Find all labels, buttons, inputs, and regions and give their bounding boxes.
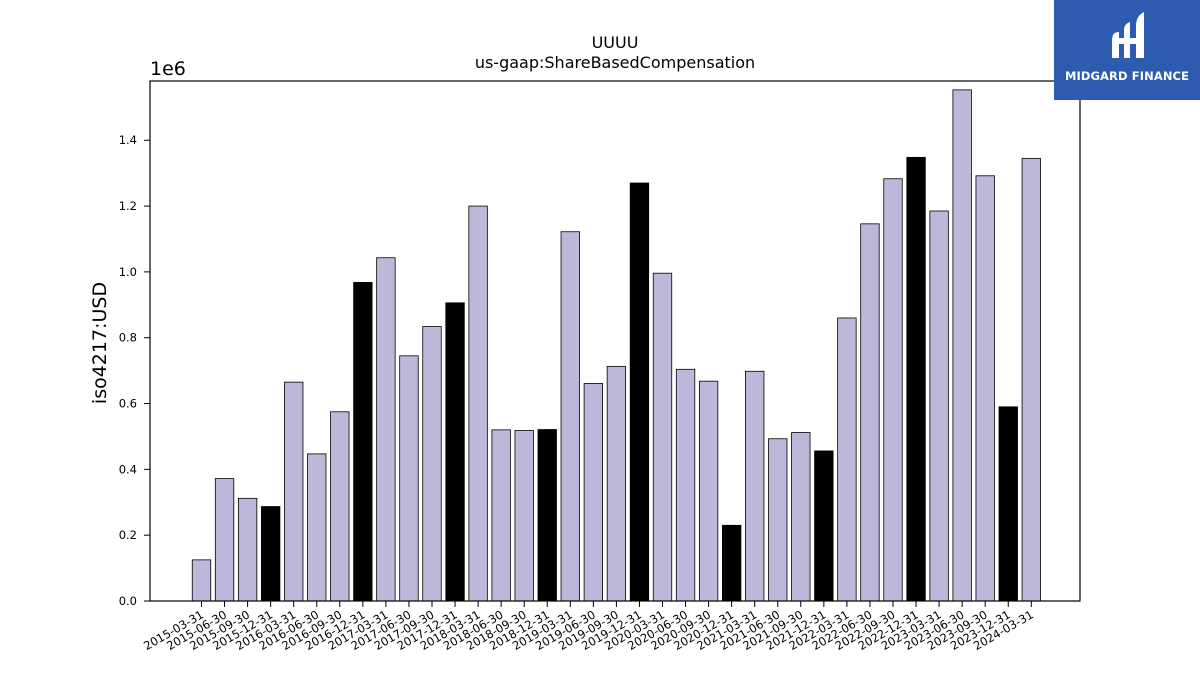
y-tick-label: 1.4 bbox=[119, 133, 137, 147]
bar-2023-09-30 bbox=[975, 175, 995, 602]
bar-2017-03-31 bbox=[376, 257, 396, 602]
y-offset-label: 1e6 bbox=[150, 58, 186, 80]
bar-2022-03-31 bbox=[837, 317, 857, 602]
bar-2015-09-30 bbox=[237, 497, 258, 602]
bar-2022-12-31 bbox=[906, 156, 926, 602]
plot-frame bbox=[149, 80, 1081, 602]
logo-mark-icon bbox=[1112, 12, 1144, 58]
chart-subtitle: us-gaap:ShareBasedCompensation bbox=[475, 53, 755, 72]
bar-2020-09-30 bbox=[698, 380, 719, 602]
chart-title: UUUU bbox=[592, 33, 639, 52]
y-tick-label: 0.6 bbox=[119, 397, 137, 411]
bar-2021-09-30 bbox=[791, 432, 811, 602]
bar-2018-03-31 bbox=[468, 205, 488, 602]
bar-2023-12-31 bbox=[998, 406, 1018, 602]
y-tick-label: 0.4 bbox=[119, 462, 137, 476]
x-ticks-group: 2015-03-312015-06-302015-09-302015-12-31… bbox=[141, 601, 1036, 653]
bar-2016-12-31 bbox=[353, 282, 373, 602]
bar-2020-12-31 bbox=[722, 524, 742, 602]
bar-2023-06-30 bbox=[952, 89, 972, 602]
bar-2020-03-31 bbox=[652, 272, 673, 602]
logo-text: MIDGARD FINANCE bbox=[1064, 69, 1190, 83]
bar-2022-09-30 bbox=[883, 178, 903, 602]
bar-2018-12-31 bbox=[537, 429, 557, 602]
y-tick-label: 0.0 bbox=[119, 594, 137, 608]
bar-2017-12-31 bbox=[445, 302, 465, 602]
bar-2021-12-31 bbox=[814, 450, 834, 602]
y-ticks-group: 0.0 0.2 0.4 0.6 0.8 1.0 1.2 1.4 bbox=[119, 133, 150, 608]
bar-2019-03-31 bbox=[560, 231, 580, 602]
midgard-finance-logo: MIDGARD FINANCE bbox=[1054, 0, 1200, 100]
bar-2016-03-31 bbox=[284, 381, 304, 602]
bar-2016-06-30 bbox=[307, 453, 327, 602]
y-tick-label: 1.2 bbox=[119, 199, 137, 213]
y-tick-label: 0.8 bbox=[119, 331, 137, 345]
bar-2016-09-30 bbox=[330, 411, 350, 602]
y-axis-label: iso4217:USD bbox=[89, 282, 111, 404]
bar-2015-12-31 bbox=[260, 506, 281, 602]
bar-2019-09-30 bbox=[606, 365, 627, 602]
bar-2019-06-30 bbox=[583, 383, 603, 602]
bar-2015-03-31 bbox=[191, 559, 212, 602]
bar-2021-06-30 bbox=[768, 438, 788, 602]
bar-2023-03-31 bbox=[929, 210, 949, 602]
bar-2015-06-30 bbox=[214, 478, 235, 602]
bar-2024-03-31 bbox=[1021, 157, 1041, 602]
y-tick-label: 1.0 bbox=[119, 265, 137, 279]
bar-2019-12-31 bbox=[629, 182, 650, 602]
y-tick-label: 0.2 bbox=[119, 528, 137, 542]
bar-2020-06-30 bbox=[675, 368, 696, 602]
bar-2017-09-30 bbox=[422, 326, 442, 602]
bar-2018-06-30 bbox=[491, 429, 511, 602]
bar-2018-09-30 bbox=[514, 430, 534, 602]
bar-2022-06-30 bbox=[860, 223, 880, 602]
bar-2017-06-30 bbox=[399, 355, 419, 602]
bars-group bbox=[191, 89, 1041, 602]
bar-2021-03-31 bbox=[745, 370, 765, 602]
